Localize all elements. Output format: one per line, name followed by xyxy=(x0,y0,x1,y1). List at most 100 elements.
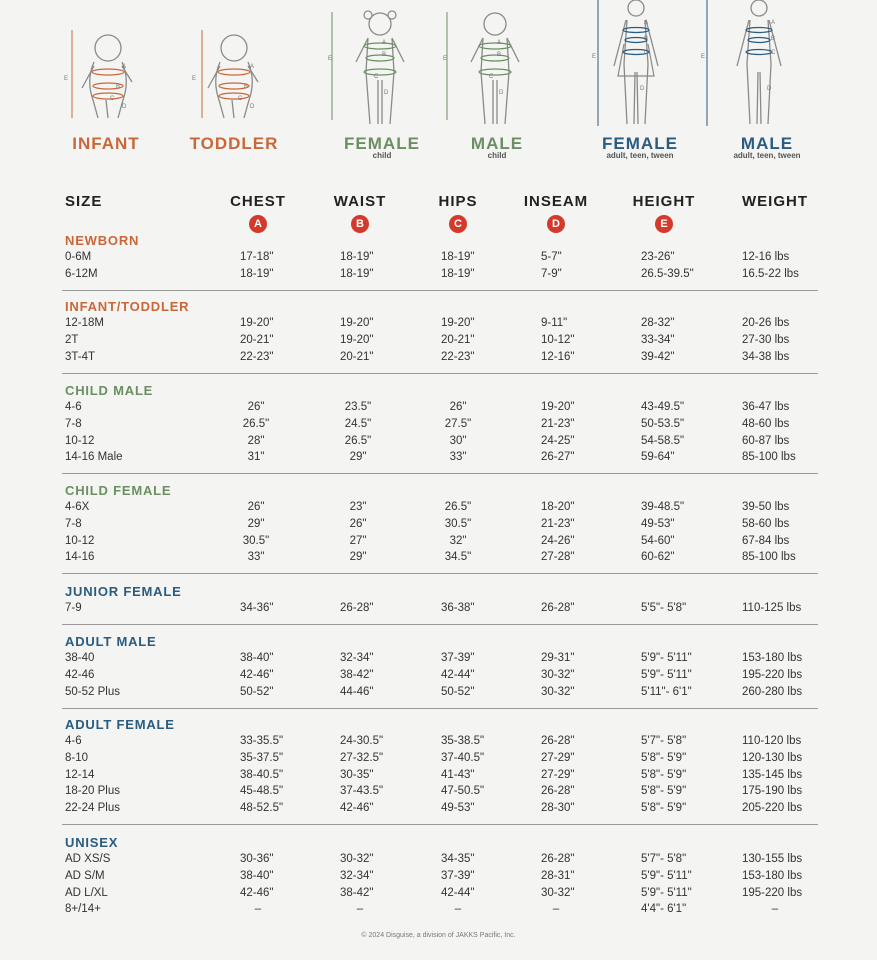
table-cell: 50-52" xyxy=(240,685,274,698)
table-cell: 195-220 lbs xyxy=(742,668,803,681)
table-cell: 22-23" xyxy=(441,350,475,363)
figure-4: A B C D E FEMALE adult, teen, tween xyxy=(570,0,710,170)
table-cell: 5'8"- 5'9" xyxy=(641,768,687,781)
table-cell: 26-28" xyxy=(541,785,575,798)
figure-sublabel: adult, teen, tween xyxy=(733,151,801,160)
table-cell: 175-190 lbs xyxy=(742,785,803,798)
section-title: NEWBORN xyxy=(65,233,140,248)
table-cell: 31" xyxy=(247,451,265,464)
table-cell: 23.5" xyxy=(344,401,372,413)
section-divider xyxy=(62,289,818,291)
figure-0: A B C D E INFANT xyxy=(36,0,176,170)
figure-label: INFANT xyxy=(72,134,140,153)
table-cell: 42-44" xyxy=(441,668,475,681)
table-cell: 33-35.5" xyxy=(240,735,284,747)
table-cell: 30.5" xyxy=(242,534,270,547)
table-cell: 20-21" xyxy=(441,333,475,346)
figure-label: FEMALE xyxy=(344,134,420,153)
table-cell: 26" xyxy=(349,517,367,530)
figure-3: A B C D E MALE child xyxy=(427,0,567,170)
table-cell: 27-28" xyxy=(541,551,575,564)
table-cell: 26-28" xyxy=(541,602,575,614)
section-divider xyxy=(62,473,818,475)
table-cell: 29" xyxy=(349,451,367,464)
table-cell: 26" xyxy=(449,401,467,413)
figure-label: TODDLER xyxy=(189,134,279,153)
header-hips: HIPS xyxy=(438,193,478,210)
table-cell: 30-32" xyxy=(541,685,575,698)
figure-sublabel: child xyxy=(487,151,507,160)
copyright-footer: © 2024 Disguise, a division of JAKKS Pac… xyxy=(361,932,516,939)
table-cell: 29" xyxy=(247,517,265,530)
section-title: UNISEX xyxy=(65,835,119,850)
table-cell: 29-31" xyxy=(541,652,575,664)
section-title: CHILD FEMALE xyxy=(65,483,172,498)
figure-mark-a: A xyxy=(497,40,501,46)
table-cell: 44-46" xyxy=(340,685,374,698)
table-cell: 153-180 lbs xyxy=(742,869,803,882)
table-cell: – xyxy=(254,903,262,916)
section-title: CHILD MALE xyxy=(65,383,154,398)
section-title: JUNIOR FEMALE xyxy=(65,584,182,599)
table-cell: – xyxy=(454,903,462,916)
table-cell: 18-20" xyxy=(541,501,575,513)
table-cell: 50-52 Plus xyxy=(65,685,120,698)
table-cell: 10-12" xyxy=(541,333,575,346)
table-cell: 21-23" xyxy=(541,417,575,430)
table-cell: 36-47 lbs xyxy=(742,401,790,413)
section-divider xyxy=(62,624,818,625)
table-cell: 58-60 lbs xyxy=(742,517,790,530)
table-cell: 26" xyxy=(247,401,265,413)
table-cell: 260-280 lbs xyxy=(742,685,803,698)
table-cell: 26-28" xyxy=(541,853,575,865)
table-cell: 110-120 lbs xyxy=(742,735,802,747)
table-cell: 5-7" xyxy=(541,251,562,263)
figure-label: MALE xyxy=(740,134,794,153)
table-cell: 16.5-22 lbs xyxy=(742,267,799,280)
table-cell: 60-62" xyxy=(641,551,675,564)
table-cell: 205-220 lbs xyxy=(742,802,803,815)
table-cell: 19-20" xyxy=(441,317,475,329)
table-cell: 30" xyxy=(449,434,467,447)
figure-mark-d: D xyxy=(767,86,772,92)
table-cell: 39-48.5" xyxy=(641,501,685,513)
adult-male-figure-icon: A B C D E xyxy=(701,0,782,126)
figure-mark-d: D xyxy=(250,104,255,110)
table-cell: 153-180 lbs xyxy=(742,652,803,664)
table-cell: 85-100 lbs xyxy=(742,451,796,464)
table-cell: 24-25" xyxy=(541,434,575,447)
table-cell: 28-31" xyxy=(541,869,575,882)
table-cell: 4'4"- 6'1" xyxy=(641,903,687,916)
table-cell: 5'8"- 5'9" xyxy=(641,785,687,798)
table-cell: 30-35" xyxy=(340,768,374,781)
table-cell: 47-50.5" xyxy=(441,785,485,798)
table-cell: 42-46" xyxy=(340,802,374,815)
table-cell: 32-34" xyxy=(340,869,374,882)
figure-mark-a: A xyxy=(771,20,775,26)
table-cell: 7-8 xyxy=(65,517,82,530)
table-cell: 24-26" xyxy=(541,534,575,547)
table-cell: 42-46" xyxy=(240,886,274,899)
table-cell: 28-32" xyxy=(641,317,675,329)
table-cell: 5'11"- 6'1" xyxy=(641,685,692,698)
figure-label: FEMALE xyxy=(602,134,678,153)
table-cell: 18-19" xyxy=(240,267,274,280)
figure-1: A B C D E TODDLER xyxy=(164,0,304,170)
figure-sublabel: adult, teen, tween xyxy=(606,151,674,160)
table-cell: 8+/14+ xyxy=(65,903,101,916)
table-cell: – xyxy=(552,903,560,916)
table-cell: 48-52.5" xyxy=(240,802,284,815)
table-cell: 37-39" xyxy=(441,652,475,664)
table-cell: 23-26" xyxy=(641,251,675,263)
table-cell: AD S/M xyxy=(65,869,105,882)
table-cell: 60-87 lbs xyxy=(742,434,790,447)
table-cell: 38-40" xyxy=(240,869,274,882)
figure-2: A B C D E FEMALE child xyxy=(312,0,452,170)
table-cell: 2T xyxy=(65,333,79,346)
table-cell: AD XS/S xyxy=(65,853,111,865)
table-cell: 5'8"- 5'9" xyxy=(641,751,687,764)
table-cell: – xyxy=(356,903,364,916)
table-cell: 50-53.5" xyxy=(641,417,685,430)
table-cell: 18-19" xyxy=(441,267,475,280)
table-cell: 19-20" xyxy=(340,317,374,329)
